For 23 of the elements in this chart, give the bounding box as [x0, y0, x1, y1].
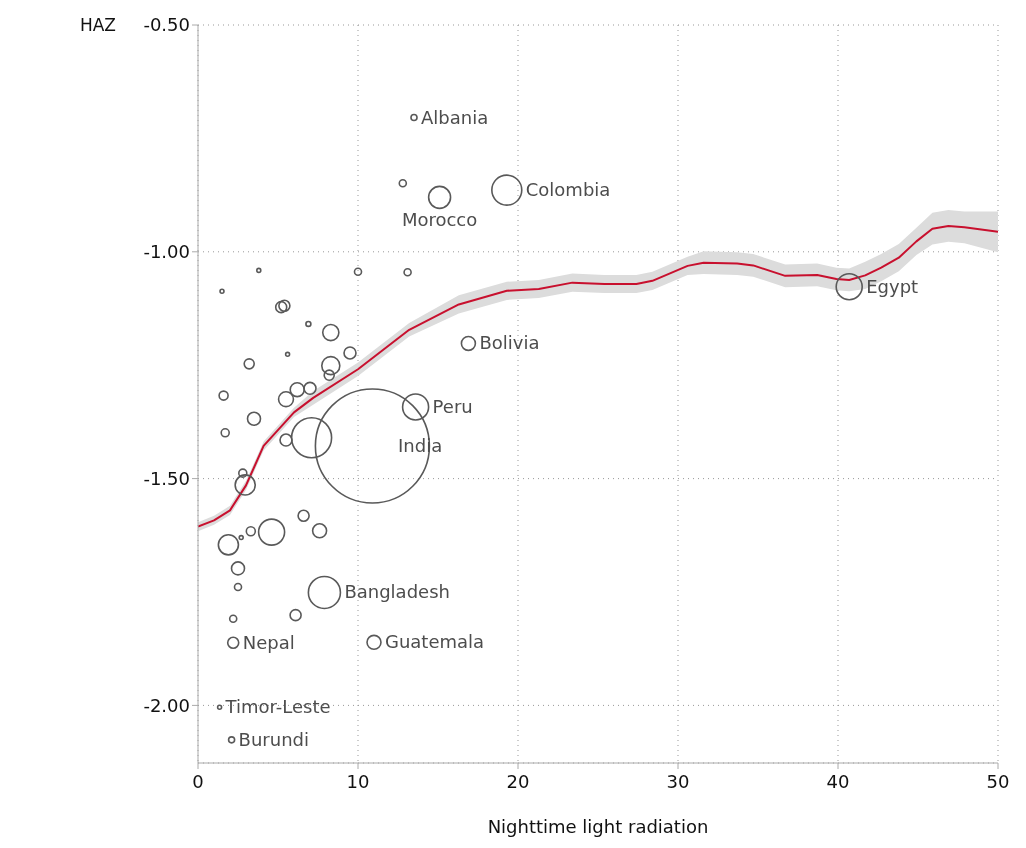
annotation: Timor-Leste	[224, 696, 331, 718]
annotation: Morocco	[401, 209, 478, 231]
x-tick-label: 10	[346, 770, 370, 792]
y-tick-label: -2.00	[143, 694, 190, 716]
annotation: Colombia	[525, 179, 611, 201]
y-axis-title: HAZ	[79, 15, 116, 35]
x-tick-label: 40	[826, 770, 850, 792]
annotation: Bolivia	[479, 332, 540, 354]
annotation: Guatemala	[384, 631, 485, 653]
y-tick-label: -1.00	[143, 241, 190, 263]
annotation: Bangladesh	[344, 581, 450, 603]
annotation: Egypt	[866, 275, 919, 297]
annotation: Burundi	[238, 728, 310, 750]
y-tick-label: -0.50	[143, 14, 190, 36]
x-tick-label: 30	[666, 770, 690, 792]
annotation: Peru	[432, 395, 473, 417]
annotation: Nepal	[242, 631, 295, 653]
x-axis-title: Nighttime light radiation	[487, 816, 709, 837]
x-tick-label: 20	[506, 770, 530, 792]
x-tick-label: 50	[986, 770, 1010, 792]
annotation: Albania	[421, 106, 489, 128]
x-tick-label: 0	[192, 770, 204, 792]
y-tick-label: -1.50	[143, 467, 190, 489]
